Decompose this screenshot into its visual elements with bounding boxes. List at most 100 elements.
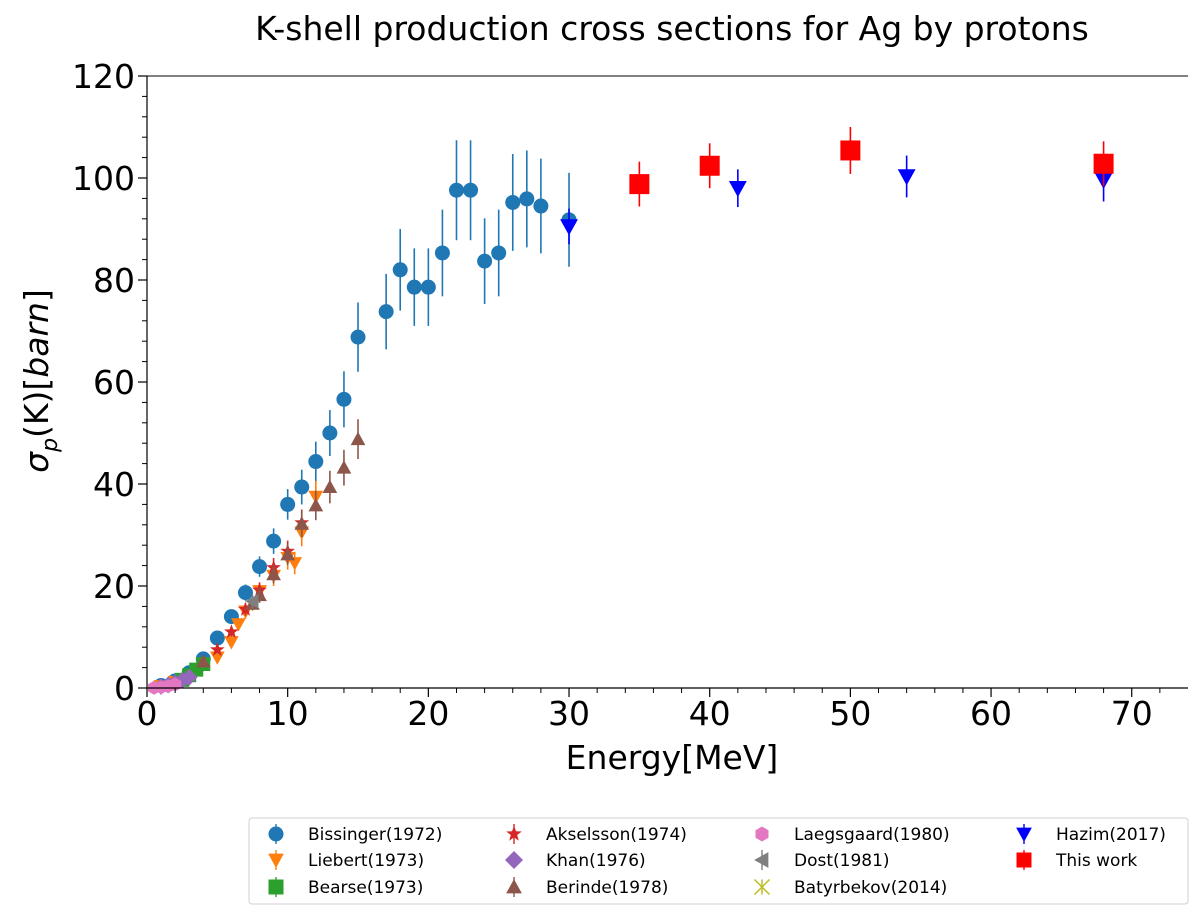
data-point <box>406 279 422 295</box>
legend-item: Hazim(2017) <box>1016 824 1166 845</box>
data-point <box>533 198 549 214</box>
data-point <box>308 454 324 470</box>
legend-marker <box>506 825 522 841</box>
legend-marker <box>506 879 522 894</box>
data-point <box>728 180 747 198</box>
data-point <box>1093 153 1114 174</box>
legend-box <box>248 817 1189 905</box>
data-point <box>477 253 493 269</box>
x-tick-label: 10 <box>267 694 309 733</box>
data-point <box>392 262 408 278</box>
x-tick-label: 20 <box>407 694 449 733</box>
series-dost-1981- <box>245 593 259 609</box>
data-point <box>224 636 239 650</box>
data-point <box>294 479 310 495</box>
data-point <box>294 516 310 530</box>
data-point <box>280 496 296 512</box>
data-point <box>287 557 303 571</box>
x-tick-label: 70 <box>1111 694 1153 733</box>
series-this-work <box>629 127 1114 207</box>
series-akselsson-1974- <box>210 509 310 656</box>
chart-title: K-shell production cross sections for Ag… <box>255 9 1089 48</box>
legend-marker <box>753 878 771 896</box>
x-tick-label: 30 <box>548 694 590 733</box>
plot-area <box>148 127 1114 695</box>
legend-marker <box>505 851 523 869</box>
data-point <box>350 431 366 446</box>
legend-label: Bearse(1973) <box>308 878 423 898</box>
data-point <box>505 194 521 210</box>
y-tick-label: 40 <box>93 465 135 504</box>
legend-label: Hazim(2017) <box>1056 825 1166 845</box>
data-point <box>209 630 225 646</box>
legend: Bissinger(1972) Liebert(1973) Bearse(1973)… <box>248 817 1189 905</box>
legend-label: Akselsson(1974) <box>546 825 687 845</box>
data-point <box>519 191 535 207</box>
x-axis-label: Energy[MeV] <box>566 738 779 777</box>
data-point <box>237 585 253 601</box>
data-point <box>420 279 436 295</box>
legend-marker <box>1016 852 1032 868</box>
data-point <box>231 618 246 632</box>
legend-marker <box>268 853 284 868</box>
series-hazim-2017- <box>560 155 1113 245</box>
data-point <box>629 174 650 195</box>
axes: 0 10 20 30 40 50 60 70 0 20 40 60 80 100 120 <box>72 57 1188 733</box>
legend-item: Liebert(1973) <box>268 850 424 871</box>
data-point <box>699 155 720 176</box>
data-point <box>180 668 198 686</box>
data-point <box>378 304 394 320</box>
data-point <box>336 391 352 407</box>
data-point <box>322 425 338 441</box>
y-tick-label: 60 <box>93 363 135 402</box>
data-point <box>350 329 366 345</box>
y-tick-label: 120 <box>72 57 135 96</box>
series-liebert-1973- <box>153 480 324 694</box>
data-point <box>245 593 259 609</box>
legend-marker <box>268 879 284 895</box>
data-point <box>195 654 211 668</box>
data-point <box>434 245 450 261</box>
data-point <box>322 479 338 494</box>
data-point <box>897 169 916 186</box>
data-point <box>266 533 282 549</box>
legend-marker <box>754 852 769 868</box>
y-tick-label: 0 <box>114 669 135 708</box>
data-point <box>209 651 225 665</box>
legend-label: Batyrbekov(2014) <box>794 878 947 898</box>
data-point <box>252 559 268 575</box>
data-point <box>491 245 507 261</box>
y-axis-label: σp(K)[barn] <box>17 289 63 473</box>
legend-label: Liebert(1973) <box>308 851 424 871</box>
data-point <box>463 182 479 198</box>
legend-item: Khan(1976) <box>505 851 646 871</box>
legend-item: Dost(1981) <box>754 850 890 871</box>
legend-item: Berinde(1978) <box>506 877 668 898</box>
legend-item: This work <box>1016 850 1137 871</box>
data-point <box>308 498 324 512</box>
series-bissinger-1972- <box>153 140 577 693</box>
legend-label: Berinde(1978) <box>546 878 668 898</box>
data-point <box>336 460 352 474</box>
x-tick-label: 0 <box>137 694 158 733</box>
legend-marker <box>268 826 284 842</box>
data-point <box>238 601 253 616</box>
data-point <box>840 140 861 161</box>
y-tick-label: 80 <box>93 261 135 300</box>
legend-label: Laegsgaard(1980) <box>794 825 950 845</box>
legend-item: Laegsgaard(1980) <box>755 825 950 845</box>
legend-item: Bissinger(1972) <box>268 824 442 845</box>
data-point <box>266 566 281 581</box>
legend-item: Batyrbekov(2014) <box>753 878 947 898</box>
legend-label: Dost(1981) <box>794 851 890 871</box>
data-point <box>210 642 225 656</box>
y-tick-label: 100 <box>72 159 135 198</box>
legend-label: Bissinger(1972) <box>308 825 442 845</box>
legend-marker <box>1016 827 1032 842</box>
data-point <box>280 547 296 561</box>
x-tick-label: 40 <box>689 694 731 733</box>
legend-item: Akselsson(1974) <box>506 824 687 845</box>
data-point <box>224 624 239 639</box>
x-tick-label: 60 <box>970 694 1012 733</box>
